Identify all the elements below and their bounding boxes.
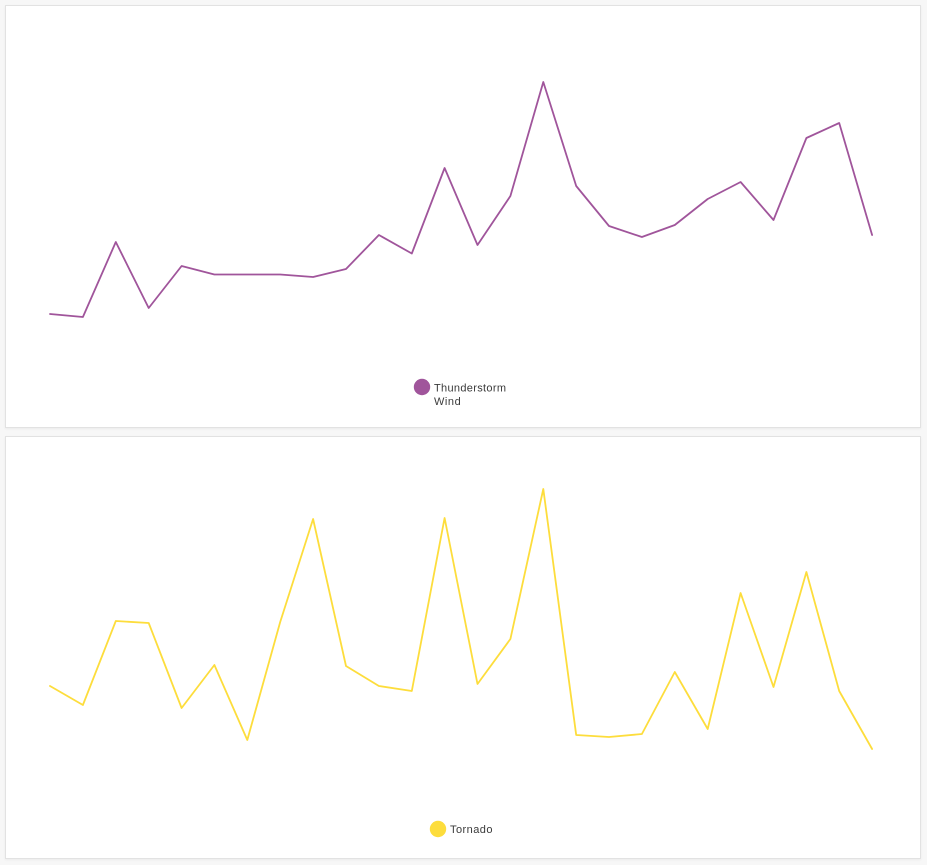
svg-text:Thunderstorm: Thunderstorm: [434, 383, 506, 395]
svg-text:Tornado: Tornado: [450, 824, 493, 836]
svg-text:Wind: Wind: [434, 396, 461, 408]
